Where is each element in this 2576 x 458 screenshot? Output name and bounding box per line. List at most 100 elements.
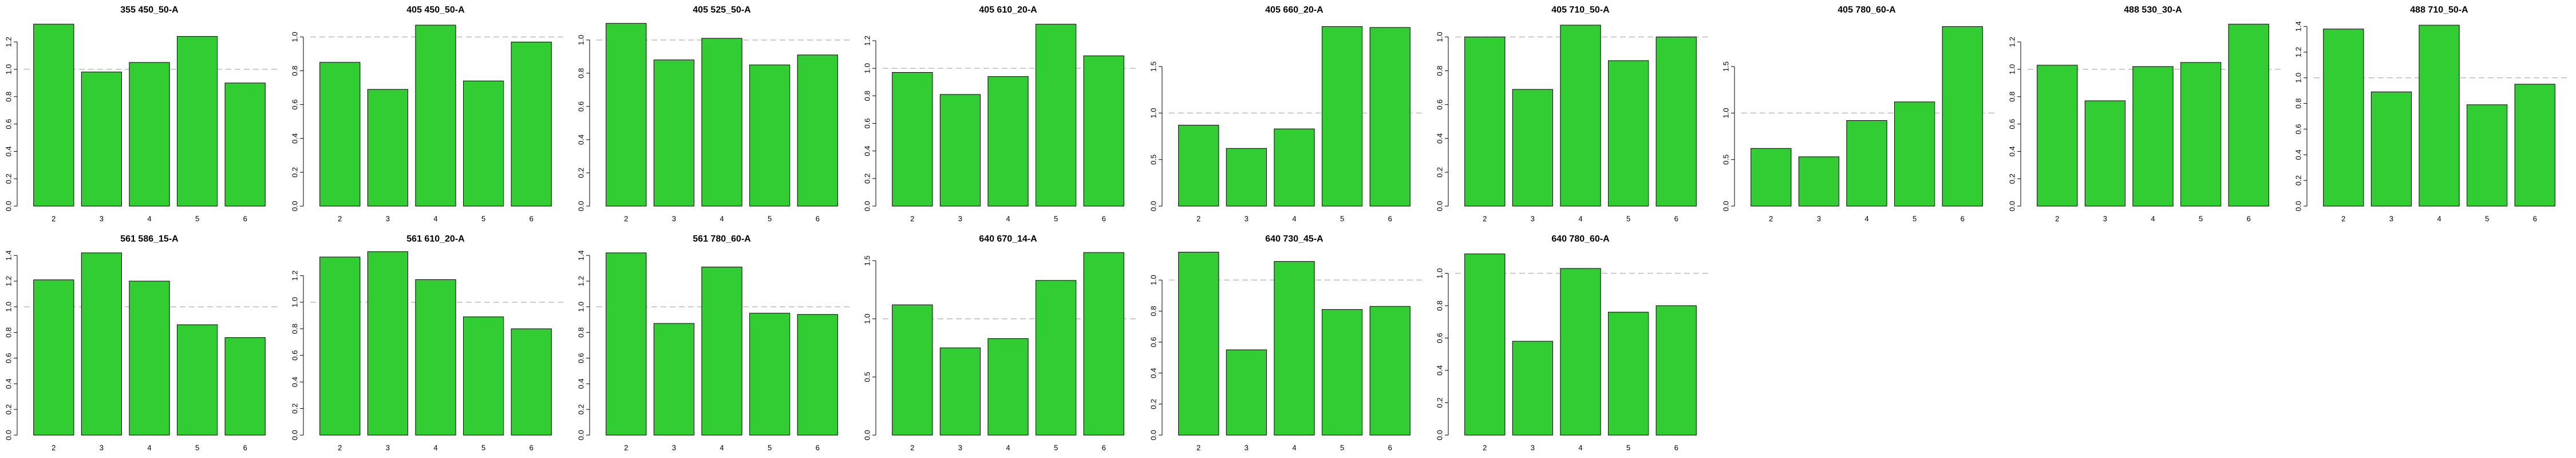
bar xyxy=(749,313,791,436)
bar xyxy=(939,348,981,436)
y-tick-label: 0.6 xyxy=(4,119,13,129)
bar xyxy=(319,256,361,436)
bar xyxy=(1798,156,1840,207)
y-tick-label: 0.8 xyxy=(863,90,871,101)
chart-title: 405 450_50-A xyxy=(406,5,465,15)
bar xyxy=(701,38,742,207)
x-tick-label: 3 xyxy=(100,443,104,452)
x-tick-label: 6 xyxy=(2533,214,2537,223)
x-tick-label: 4 xyxy=(1006,443,1010,452)
x-tick-label: 5 xyxy=(1054,214,1058,223)
bar xyxy=(129,62,170,207)
x-tick-label: 4 xyxy=(1578,214,1582,223)
bar xyxy=(1035,23,1077,207)
x-tick-label: 4 xyxy=(1292,214,1296,223)
y-tick-label: 1.0 xyxy=(576,35,585,45)
y-tick-label: 0.8 xyxy=(2294,98,2302,109)
chart-title: 355 450_50-A xyxy=(120,5,179,15)
bar xyxy=(1607,60,1649,207)
bar xyxy=(415,279,456,436)
x-tick-label: 5 xyxy=(195,443,199,452)
chart-title: 488 710_50-A xyxy=(2410,5,2468,15)
bar xyxy=(1035,280,1077,436)
y-tick-label: 0.2 xyxy=(2008,173,2016,184)
y-tick-label: 0.4 xyxy=(576,378,585,389)
bar xyxy=(1083,56,1124,207)
y-tick-label: 0.8 xyxy=(4,327,13,338)
x-tick-label: 2 xyxy=(2341,214,2345,223)
bar xyxy=(1656,305,1697,436)
x-tick-label: 4 xyxy=(1006,214,1010,223)
x-tick-label: 3 xyxy=(2103,214,2107,223)
x-tick-label: 2 xyxy=(1196,443,1200,452)
x-tick-label: 4 xyxy=(720,443,724,452)
chart-title: 561 610_20-A xyxy=(406,234,465,244)
x-tick-label: 5 xyxy=(1340,214,1344,223)
y-tick-label: 1.0 xyxy=(1149,108,1157,118)
bar xyxy=(224,82,266,207)
x-tick-label: 6 xyxy=(243,214,247,223)
y-tick-label: 0.6 xyxy=(863,119,871,129)
bar xyxy=(1369,27,1411,207)
x-tick-label: 4 xyxy=(147,214,151,223)
y-tick-label: 1.0 xyxy=(576,302,585,312)
x-tick-label: 2 xyxy=(1196,214,1200,223)
bar xyxy=(319,62,361,207)
x-tick-label: 2 xyxy=(2055,214,2059,223)
y-tick-label: 0.2 xyxy=(290,167,299,177)
bar xyxy=(511,328,552,436)
bar xyxy=(2132,66,2174,207)
y-tick-label: 0.4 xyxy=(863,146,871,156)
y-tick-label: 0.8 xyxy=(576,327,585,338)
chart-title: 405 660_20-A xyxy=(1265,5,1323,15)
y-tick-label: 0.0 xyxy=(2294,201,2302,211)
y-tick-label: 1.2 xyxy=(863,35,871,46)
bar xyxy=(2180,62,2222,207)
y-tick-label: 0.0 xyxy=(4,430,13,440)
y-tick-label: 0.4 xyxy=(1435,133,1444,144)
x-tick-label: 3 xyxy=(1244,443,1249,452)
x-tick-label: 3 xyxy=(1817,214,1821,223)
bar xyxy=(987,76,1029,207)
y-tick-label: 1.0 xyxy=(863,63,871,73)
y-tick-label: 1.5 xyxy=(863,255,871,266)
x-tick-label: 3 xyxy=(2389,214,2393,223)
y-tick-label: 0.6 xyxy=(576,101,585,112)
y-tick-label: 1.0 xyxy=(290,297,299,307)
y-tick-label: 0.6 xyxy=(1435,333,1444,343)
y-tick-label: 0.4 xyxy=(290,133,299,144)
bar xyxy=(1751,148,1792,207)
x-tick-label: 5 xyxy=(481,443,485,452)
y-tick-label: 0.8 xyxy=(2008,92,2016,102)
y-tick-label: 0.2 xyxy=(576,168,585,178)
y-tick-label: 1.0 xyxy=(4,302,13,312)
y-tick-label: 0.6 xyxy=(1435,100,1444,110)
bar xyxy=(892,305,933,436)
bar xyxy=(797,314,838,436)
y-tick-label: 0.0 xyxy=(576,430,585,440)
x-tick-label: 4 xyxy=(433,214,437,223)
y-tick-label: 0.6 xyxy=(2294,124,2302,134)
chart-title: 640 670_14-A xyxy=(979,234,1037,244)
bar xyxy=(987,338,1029,436)
x-tick-label: 4 xyxy=(1864,214,1868,223)
y-tick-label: 1.0 xyxy=(2294,73,2302,83)
x-tick-label: 5 xyxy=(1054,443,1058,452)
x-tick-label: 6 xyxy=(816,443,820,452)
y-tick-label: 0.0 xyxy=(2008,201,2016,211)
y-tick-label: 0.2 xyxy=(1149,399,1157,409)
x-tick-label: 3 xyxy=(672,214,676,223)
bar xyxy=(2370,92,2412,207)
y-tick-label: 1.0 xyxy=(1721,108,1730,118)
y-tick-label: 0.0 xyxy=(290,201,299,211)
x-tick-label: 6 xyxy=(1388,214,1392,223)
x-tick-label: 4 xyxy=(1578,443,1582,452)
y-tick-label: 0.0 xyxy=(1721,201,1730,211)
y-tick-label: 0.8 xyxy=(290,323,299,334)
x-tick-label: 4 xyxy=(147,443,151,452)
x-tick-label: 2 xyxy=(624,443,628,452)
bar xyxy=(892,72,933,207)
bar xyxy=(463,80,504,207)
y-tick-label: 0.8 xyxy=(576,68,585,78)
chart-title: 640 730_45-A xyxy=(1265,234,1323,244)
